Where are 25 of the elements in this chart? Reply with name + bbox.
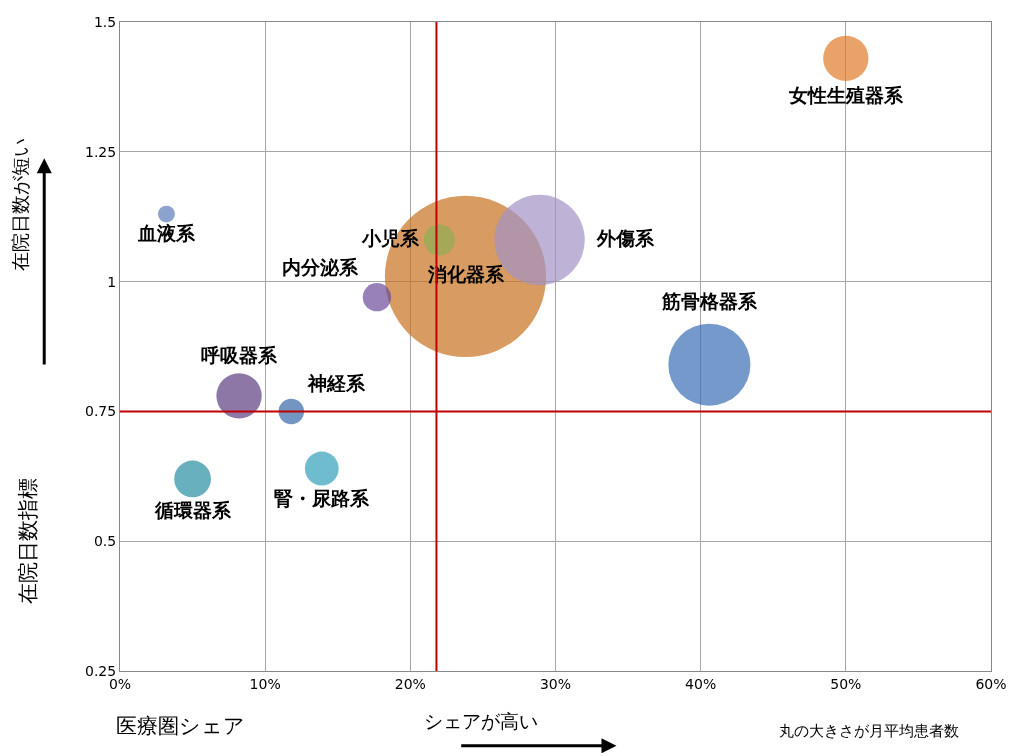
y-tick-label: 0.75 <box>85 403 117 420</box>
y-tick-label: 1.25 <box>85 143 117 160</box>
x-tick-label: 30% <box>539 675 572 692</box>
y-axis-title: 在院日数指標 <box>16 477 41 604</box>
x-tick-label: 60% <box>975 675 1007 692</box>
x-tick-label: 20% <box>394 675 426 692</box>
x-tick-label: 40% <box>685 675 717 692</box>
text: シェアが高い <box>424 710 538 732</box>
series-label: 呼吸器系 <box>201 343 279 366</box>
series-label: 血液系 <box>136 221 196 244</box>
series-label: 内分泌系 <box>282 255 360 278</box>
series-label: 女性生殖器系 <box>787 83 904 106</box>
x-axis-title: 医療圏シェア <box>116 714 245 738</box>
y-tick-label: 0.5 <box>93 533 117 550</box>
series-label: 外傷系 <box>596 226 656 249</box>
x-tick-label: 10% <box>249 675 281 692</box>
series-label: 腎・尿路系 <box>274 486 371 509</box>
series-label: 神経系 <box>307 371 367 394</box>
series-label: 循環器系 <box>153 499 232 522</box>
text: 在院日数が短い <box>9 137 32 271</box>
y-tick-label: 1.5 <box>93 13 117 30</box>
y-tick-label: 1 <box>107 273 117 290</box>
series-label: 筋骨格器系 <box>660 289 758 312</box>
text: 丸の大きさが月平均患者数 <box>779 722 959 740</box>
x-tick-label: 50% <box>830 675 862 692</box>
